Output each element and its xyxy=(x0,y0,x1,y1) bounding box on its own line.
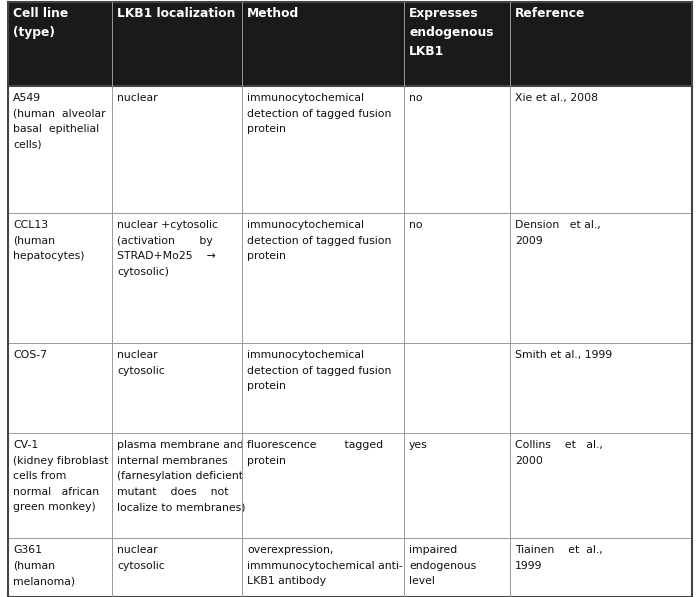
Bar xyxy=(8,345,692,433)
Text: nuclear +cytosolic
(activation       by
STRAD+Mo25    →
cytosolic): nuclear +cytosolic (activation by STRAD+… xyxy=(117,220,218,277)
Text: yes: yes xyxy=(409,440,428,450)
Text: Expresses
endogenous
LKB1: Expresses endogenous LKB1 xyxy=(409,7,493,58)
Text: Smith et al., 1999: Smith et al., 1999 xyxy=(515,350,612,360)
Text: Dension   et al.,
2009: Dension et al., 2009 xyxy=(515,220,601,245)
Text: LKB1 localization: LKB1 localization xyxy=(117,7,235,20)
Text: immunocytochemical
detection of tagged fusion
protein: immunocytochemical detection of tagged f… xyxy=(247,93,391,134)
Text: Cell line
(type): Cell line (type) xyxy=(13,7,69,39)
Text: nuclear
cytosolic: nuclear cytosolic xyxy=(117,545,164,571)
Text: Collins    et   al.,
2000: Collins et al., 2000 xyxy=(515,440,603,466)
Text: immunocytochemical
detection of tagged fusion
protein: immunocytochemical detection of tagged f… xyxy=(247,350,391,391)
Text: overexpression,
immmunocytochemical anti-
LKB1 antibody: overexpression, immmunocytochemical anti… xyxy=(247,545,402,586)
Text: immunocytochemical
detection of tagged fusion
protein: immunocytochemical detection of tagged f… xyxy=(247,220,391,261)
Text: no: no xyxy=(409,220,423,230)
Text: Tiainen    et  al.,
1999: Tiainen et al., 1999 xyxy=(515,545,603,571)
Text: plasma membrane and
internal membranes
(farnesylation deficient
mutant    does  : plasma membrane and internal membranes (… xyxy=(117,440,246,512)
Text: Reference: Reference xyxy=(515,7,585,20)
Bar xyxy=(8,2,692,86)
Text: CV-1
(kidney fibroblast
cells from
normal   african
green monkey): CV-1 (kidney fibroblast cells from norma… xyxy=(13,440,108,512)
Text: fluorescence        tagged
protein: fluorescence tagged protein xyxy=(247,440,383,466)
Text: CCL13
(human
hepatocytes): CCL13 (human hepatocytes) xyxy=(13,220,85,261)
Text: Method: Method xyxy=(247,7,300,20)
Text: nuclear
cytosolic: nuclear cytosolic xyxy=(117,350,164,376)
Text: G361
(human
melanoma): G361 (human melanoma) xyxy=(13,545,75,586)
Text: nuclear: nuclear xyxy=(117,93,158,103)
Bar xyxy=(8,540,692,597)
Text: Xie et al., 2008: Xie et al., 2008 xyxy=(515,93,598,103)
Bar xyxy=(8,88,692,213)
Bar xyxy=(8,435,692,538)
Text: no: no xyxy=(409,93,423,103)
Text: COS-7: COS-7 xyxy=(13,350,47,360)
Text: impaired
endogenous
level: impaired endogenous level xyxy=(409,545,476,586)
Text: A549
(human  alveolar
basal  epithelial
cells): A549 (human alveolar basal epithelial ce… xyxy=(13,93,106,150)
Bar xyxy=(8,215,692,343)
